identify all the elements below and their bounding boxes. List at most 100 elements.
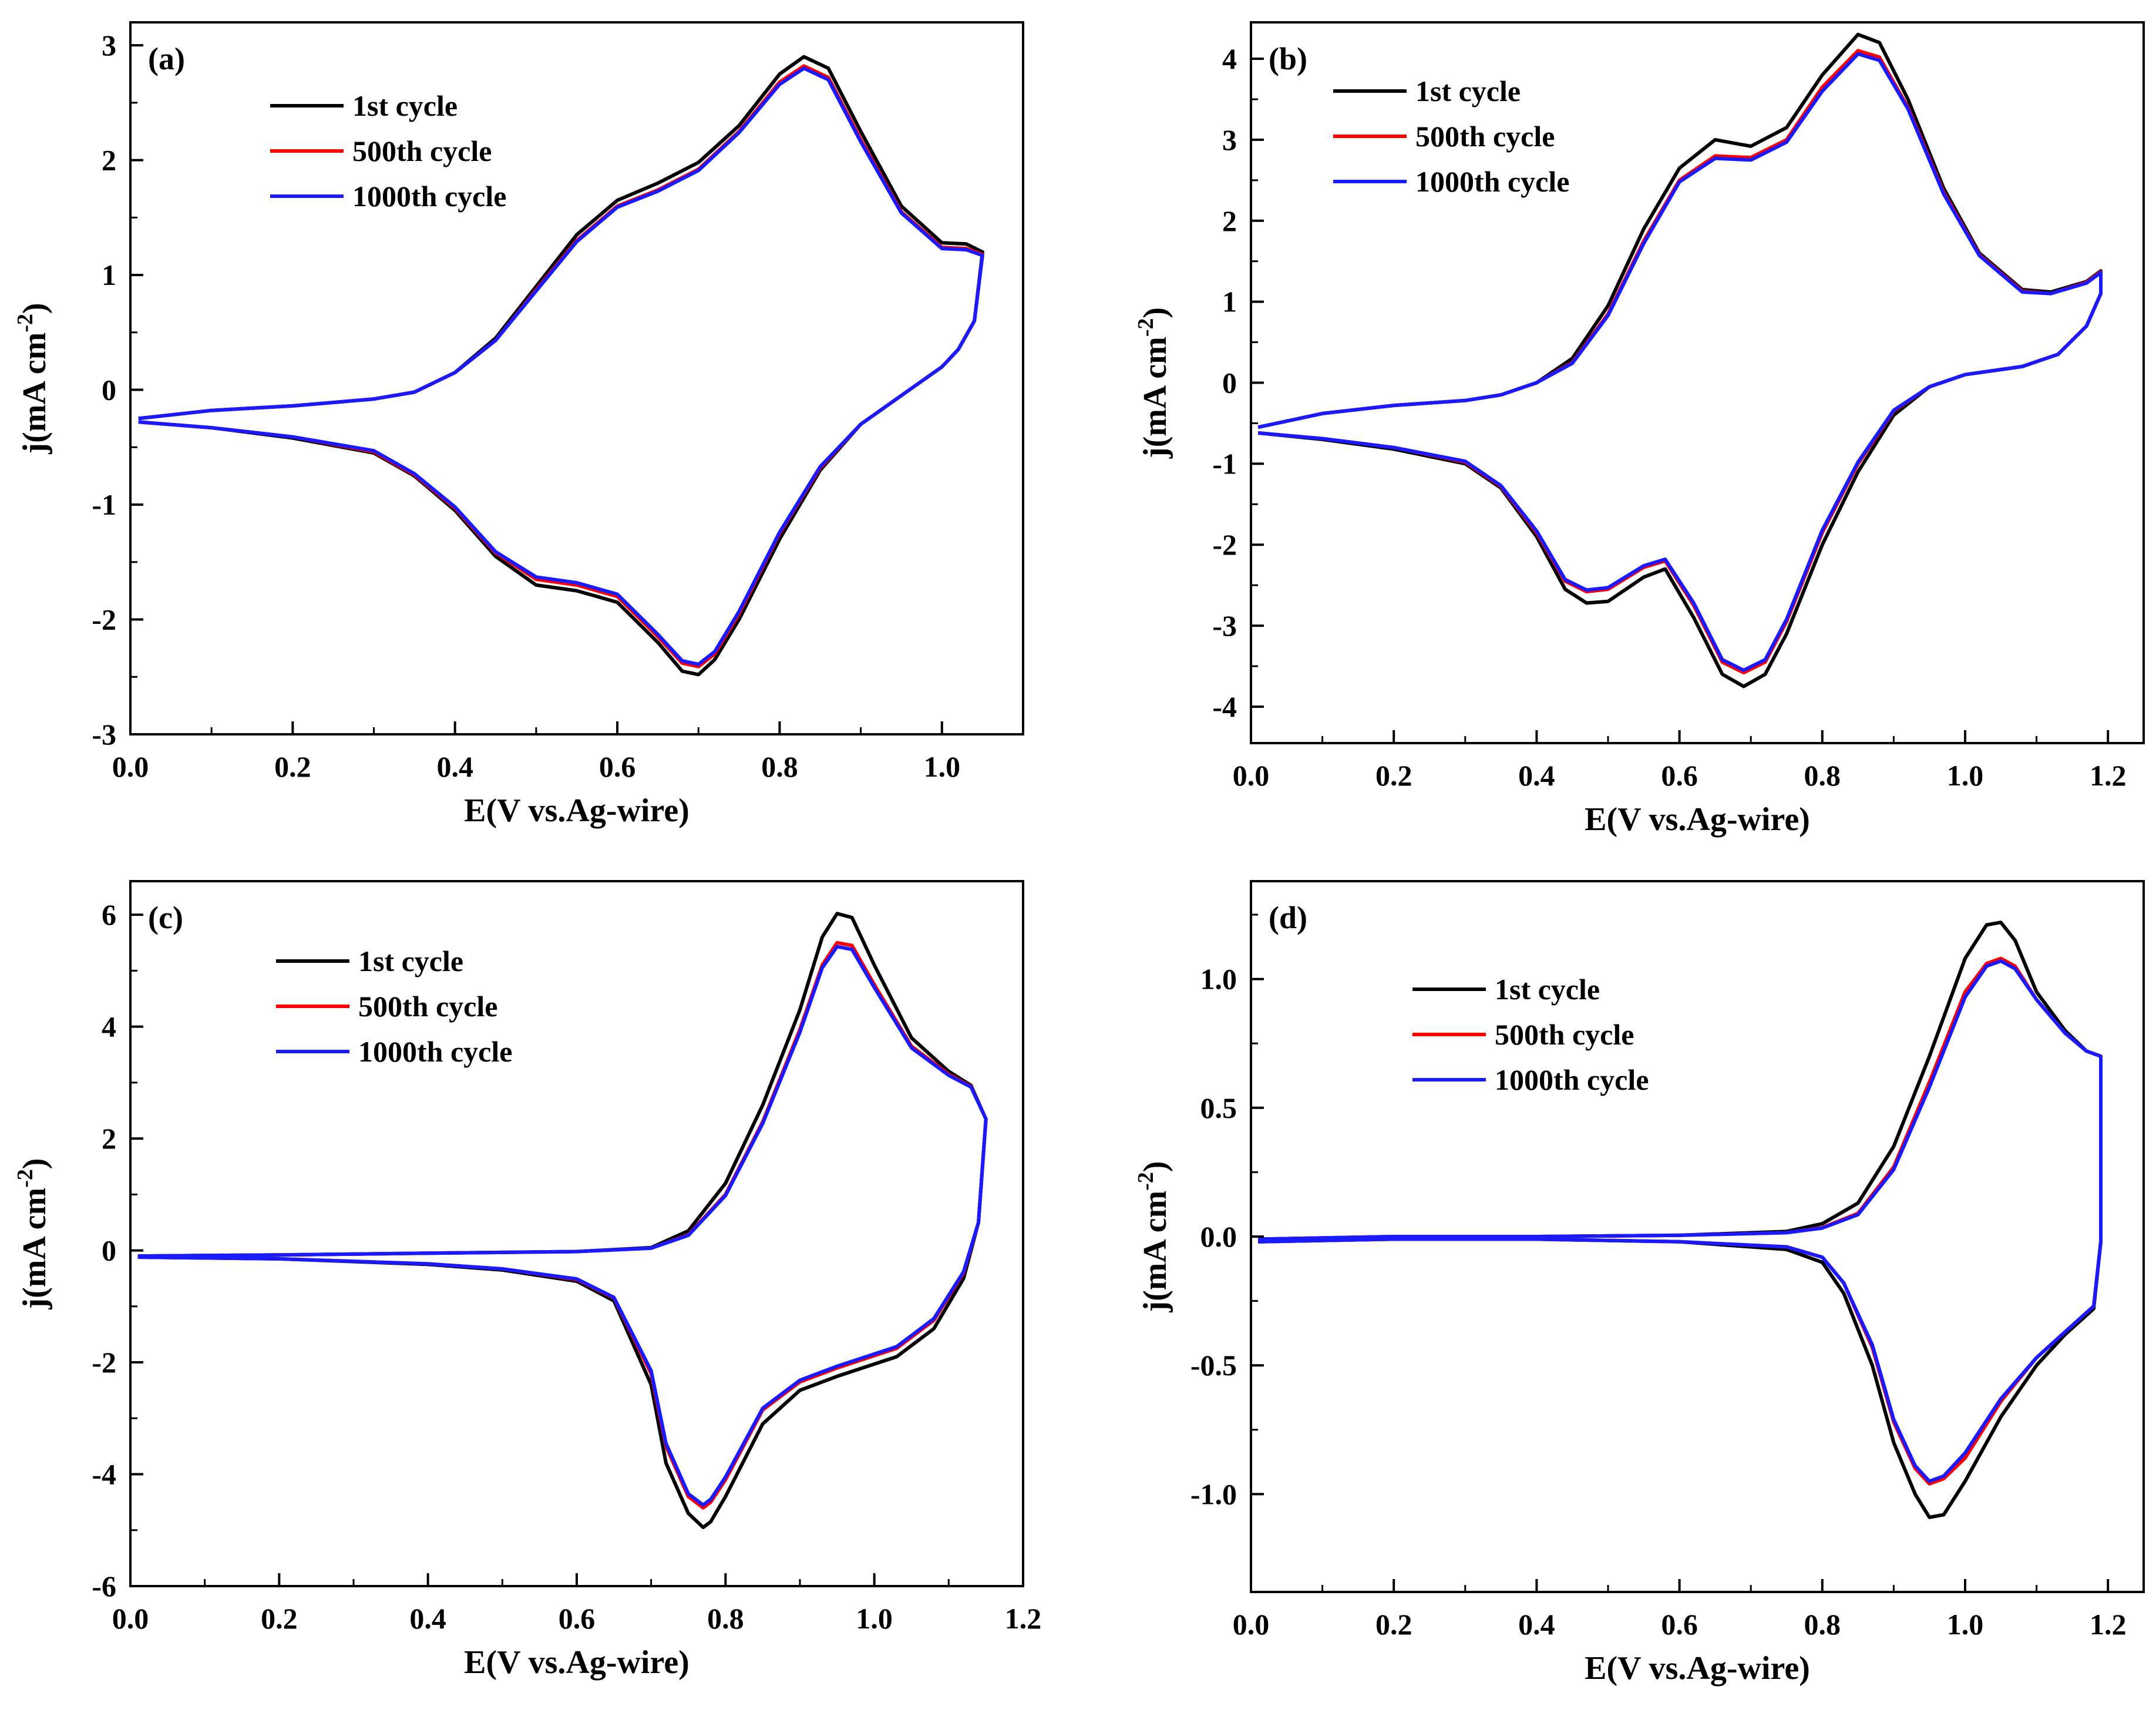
chart-panel-d: 0.0 0.2 0.4 0.6 0.8 1.0 1.2 -1.0 -0.5 0.0 0.5 1.0 E(… <box>1134 880 2145 1687</box>
x-tick-label: 0.4 <box>1518 1608 1555 1641</box>
y-axis-title: j(mA cm-2) <box>1134 1161 1173 1312</box>
y-axis-title: j(mA cm-2) <box>13 303 53 454</box>
x-tick-label: 0.0 <box>112 1602 149 1635</box>
plot-frame <box>129 21 1024 735</box>
panel-label: (b) <box>1269 41 1307 76</box>
legend-label-1: 1st cycle <box>358 945 463 978</box>
x-tick-label: 0.0 <box>112 750 149 783</box>
x-tick-label: 0.8 <box>761 750 798 783</box>
x-tick-label: 0.6 <box>599 750 636 783</box>
y-axis-title-sup: -2 <box>13 314 38 332</box>
x-tick-label: 0.2 <box>1375 759 1412 792</box>
legend-label-1: 1st cycle <box>1415 75 1521 108</box>
x-tick-label: 0.6 <box>559 1602 596 1635</box>
series-line-3 <box>138 66 984 666</box>
y-tick-label: 3 <box>1222 123 1237 156</box>
y-tick-label: 1 <box>1222 286 1237 318</box>
series-line-3 <box>137 945 988 1507</box>
y-axis-title-sup: -2 <box>1134 318 1158 337</box>
legend-label-3: 1000th cycle <box>358 1035 512 1068</box>
y-tick-label: -3 <box>1212 609 1237 642</box>
legend-label-2: 500th cycle <box>1415 120 1555 153</box>
legend-label-3: 1000th cycle <box>352 180 506 213</box>
legend-label-2: 500th cycle <box>358 990 497 1023</box>
panel-label: (d) <box>1269 900 1307 935</box>
x-tick-label: 1.2 <box>1005 1602 1042 1635</box>
legend-label-3: 1000th cycle <box>1415 165 1569 198</box>
y-tick-label: -0.5 <box>1190 1349 1237 1382</box>
x-tick-label: 0.8 <box>1804 759 1841 792</box>
x-tick-label: 0.0 <box>1233 759 1270 792</box>
y-tick-label: 1.0 <box>1200 963 1237 996</box>
panel-label: (c) <box>148 900 183 935</box>
x-axis-title: E(V vs.Ag-wire) <box>1585 801 1810 838</box>
x-tick-label: 0.8 <box>1804 1608 1841 1641</box>
series-line-3 <box>1258 959 2103 1483</box>
x-tick-label: 0.4 <box>1518 759 1555 792</box>
y-tick-label: -3 <box>92 718 116 751</box>
x-tick-label: 0.0 <box>1233 1608 1270 1641</box>
y-axis-title-sup: -2 <box>1134 1172 1158 1191</box>
y-axis-title: j(mA cm-2) <box>13 1158 53 1309</box>
y-tick-label: 4 <box>1222 42 1237 75</box>
y-tick-label: -1 <box>92 488 116 521</box>
x-tick-label: 0.8 <box>707 1602 744 1635</box>
y-tick-label: -2 <box>92 1346 116 1379</box>
y-tick-label: 2 <box>1222 204 1237 237</box>
x-tick-label: 0.4 <box>409 1602 446 1635</box>
y-axis-title-sup: -2 <box>13 1169 38 1188</box>
legend-label-2: 500th cycle <box>352 135 492 167</box>
x-tick-label: 0.6 <box>1661 759 1698 792</box>
y-tick-label: -1 <box>1212 447 1237 480</box>
y-tick-label: 3 <box>102 29 116 62</box>
y-tick-label: -2 <box>1212 528 1237 561</box>
x-tick-label: 0.2 <box>261 1602 298 1635</box>
y-axis-title-close: ) <box>16 303 53 314</box>
y-axis-title-close: ) <box>1137 1161 1173 1172</box>
y-tick-label: -4 <box>92 1458 116 1491</box>
chart-panel-b: 0.0 0.2 0.4 0.6 0.8 1.0 1.2 -4 -3 -2 -1 0 1 2 3 4 E(V vs… <box>1134 21 2145 838</box>
x-axis-title: E(V vs.Ag-wire) <box>1585 1650 1810 1687</box>
y-axis-title-close: ) <box>16 1158 53 1169</box>
y-tick-label: 0 <box>102 1234 116 1267</box>
y-tick-label: -6 <box>92 1570 116 1603</box>
panel-label: (a) <box>148 41 185 76</box>
y-axis-title-close: ) <box>1137 307 1173 318</box>
x-tick-label: 0.2 <box>274 750 311 783</box>
y-tick-label: -2 <box>92 603 116 636</box>
y-axis-title-main: j(mA cm <box>16 1188 53 1310</box>
x-tick-label: 0.6 <box>1661 1608 1698 1641</box>
legend-label-2: 500th cycle <box>1495 1018 1634 1051</box>
y-axis-title: j(mA cm-2) <box>1134 307 1173 459</box>
x-tick-label: 0.2 <box>1375 1608 1412 1641</box>
x-tick-label: 1.0 <box>924 750 961 783</box>
legend-label-1: 1st cycle <box>1495 973 1600 1006</box>
x-tick-label: 1.0 <box>856 1602 893 1635</box>
y-tick-label: 0 <box>102 374 116 407</box>
x-axis-title: E(V vs.Ag-wire) <box>464 1644 689 1681</box>
y-tick-label: 6 <box>102 898 116 931</box>
y-axis-title-main: j(mA cm <box>1137 337 1173 459</box>
legend-label-3: 1000th cycle <box>1495 1063 1649 1096</box>
legend-label-1: 1st cycle <box>352 89 458 122</box>
x-axis-title: E(V vs.Ag-wire) <box>464 792 689 829</box>
series-line-3 <box>1257 52 2103 672</box>
x-tick-label: 1.2 <box>2090 759 2127 792</box>
y-axis-title-main: j(mA cm <box>16 332 53 455</box>
x-tick-label: 0.4 <box>436 750 473 783</box>
y-tick-label: 4 <box>102 1010 116 1043</box>
y-tick-label: 0.0 <box>1200 1220 1237 1253</box>
chart-panel-a: 0.0 0.2 0.4 0.6 0.8 1.0 -3 -2 -1 0 1 2 3 E(V vs.Ag-wi… <box>13 21 1024 829</box>
y-tick-label: -1.0 <box>1190 1477 1237 1510</box>
y-tick-label: 0 <box>1222 367 1237 399</box>
x-tick-label: 1.2 <box>2090 1608 2127 1641</box>
y-tick-label: 0.5 <box>1200 1091 1237 1124</box>
y-tick-label: -4 <box>1212 690 1237 723</box>
y-tick-label: 2 <box>102 144 116 177</box>
y-axis-title-main: j(mA cm <box>1137 1191 1173 1313</box>
y-tick-label: 1 <box>102 258 116 291</box>
x-tick-label: 1.0 <box>1947 1608 1984 1641</box>
y-tick-label: 2 <box>102 1122 116 1155</box>
